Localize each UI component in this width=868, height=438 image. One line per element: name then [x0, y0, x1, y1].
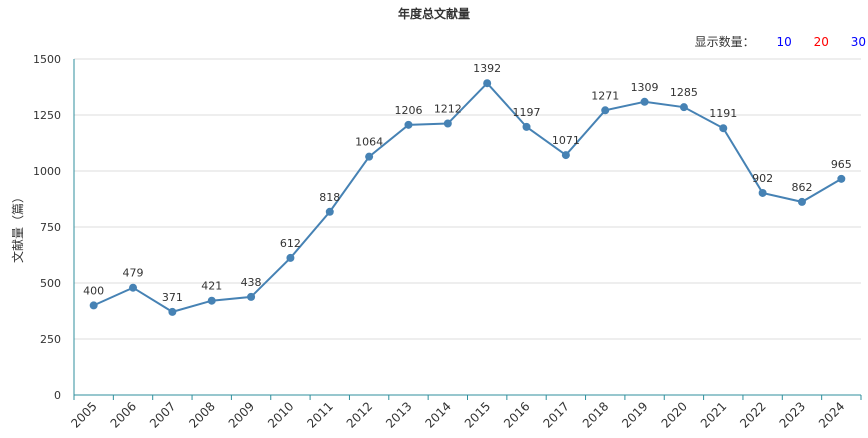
- y-axis-label: 文献量（篇）: [10, 191, 25, 263]
- x-tick-label: 2014: [422, 399, 453, 430]
- x-tick-label: 2013: [383, 399, 414, 430]
- x-tick-label: 2022: [737, 399, 768, 430]
- display-count-selector: 显示数量： 10 20 30: [695, 33, 866, 50]
- data-point: [797, 197, 806, 206]
- x-tick-label: 2010: [265, 399, 296, 430]
- data-point: [325, 207, 334, 216]
- data-point: [837, 174, 846, 183]
- data-point: [129, 283, 138, 292]
- data-label: 400: [83, 284, 104, 297]
- y-tick-label: 500: [40, 277, 61, 290]
- data-label: 421: [201, 280, 222, 293]
- data-label: 1197: [513, 106, 541, 119]
- y-tick-label: 0: [54, 389, 61, 402]
- series-line: [93, 81, 842, 313]
- data-point: [679, 103, 688, 112]
- chart-title: 年度总文献量: [397, 7, 470, 21]
- data-point: [443, 119, 452, 128]
- display-count-label: 显示数量：: [694, 35, 755, 49]
- data-point: [247, 292, 256, 301]
- data-point: [168, 307, 177, 316]
- x-tick-label: 2009: [226, 399, 257, 430]
- data-point: [404, 120, 413, 129]
- data-point: [561, 151, 570, 160]
- data-point: [483, 79, 492, 88]
- data-label: 1071: [552, 134, 580, 147]
- data-point: [601, 106, 610, 115]
- data-label: 1285: [670, 86, 698, 99]
- data-label: 1191: [709, 107, 737, 120]
- x-tick-label: 2011: [304, 399, 335, 430]
- data-point: [89, 301, 98, 310]
- x-tick-label: 2016: [501, 399, 532, 430]
- data-label: 1206: [394, 104, 422, 117]
- data-label: 438: [241, 276, 262, 289]
- data-point: [640, 97, 649, 106]
- x-tick-label: 2012: [344, 399, 375, 430]
- data-label: 902: [752, 172, 773, 185]
- data-label: 818: [319, 191, 340, 204]
- data-label: 371: [162, 291, 183, 304]
- x-tick-label: 2023: [777, 399, 808, 430]
- x-tick-label: 2005: [68, 399, 99, 430]
- data-label: 1309: [631, 81, 659, 94]
- y-tick-label: 1500: [33, 53, 61, 66]
- data-point: [207, 296, 216, 305]
- display-count-option-20[interactable]: 20: [813, 35, 829, 49]
- y-tick-label: 250: [40, 333, 61, 346]
- display-count-option-10[interactable]: 10: [776, 35, 792, 49]
- data-label: 1271: [591, 89, 619, 102]
- x-tick-label: 2007: [147, 399, 178, 430]
- data-point: [286, 253, 295, 262]
- data-label: 1392: [473, 62, 501, 75]
- data-point: [719, 124, 728, 133]
- data-point: [365, 152, 374, 161]
- x-tick-label: 2008: [186, 399, 217, 430]
- x-tick-label: 2017: [540, 399, 571, 430]
- y-tick-label: 1250: [33, 109, 61, 122]
- x-tick-label: 2020: [659, 399, 690, 430]
- data-label: 479: [123, 267, 144, 280]
- y-tick-label: 1000: [33, 165, 61, 178]
- data-label: 612: [280, 237, 301, 250]
- data-point: [758, 188, 767, 197]
- data-label: 965: [831, 158, 852, 171]
- data-label: 862: [791, 181, 812, 194]
- display-count-option-30[interactable]: 30: [850, 35, 866, 49]
- data-point: [522, 122, 531, 131]
- x-tick-label: 2021: [698, 399, 729, 430]
- x-tick-label: 2024: [816, 399, 847, 430]
- x-tick-label: 2006: [108, 399, 139, 430]
- y-tick-label: 750: [40, 221, 61, 234]
- x-tick-label: 2019: [619, 399, 650, 430]
- data-label: 1212: [434, 103, 462, 116]
- data-label: 1064: [355, 136, 383, 149]
- x-tick-label: 2018: [580, 399, 611, 430]
- x-tick-label: 2015: [462, 399, 493, 430]
